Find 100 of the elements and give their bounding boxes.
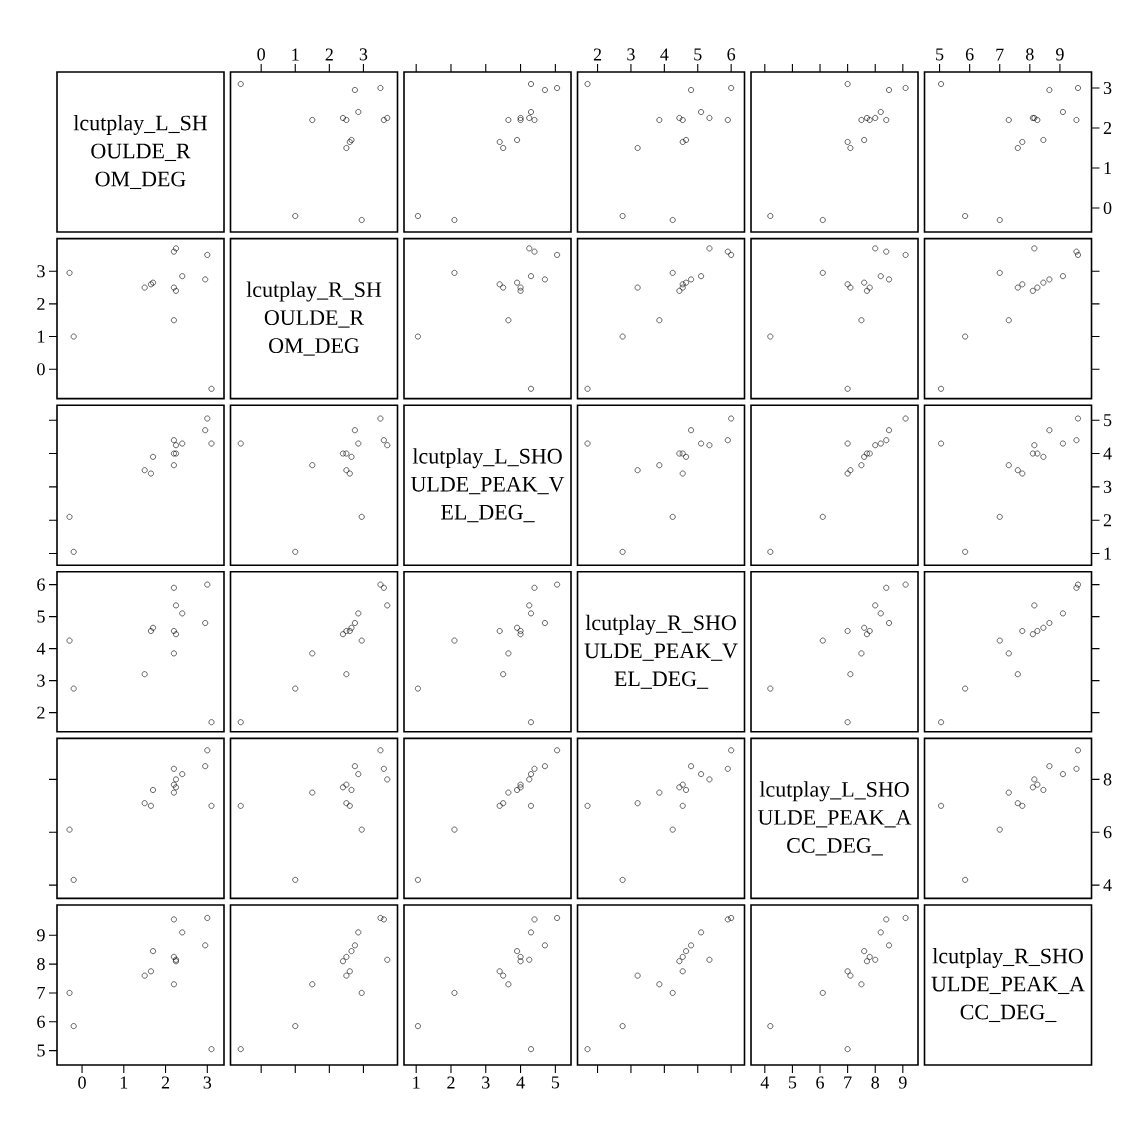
point [340, 631, 346, 638]
point [962, 548, 969, 555]
point [1031, 776, 1038, 783]
point [728, 747, 735, 754]
point [528, 610, 534, 617]
point [847, 284, 854, 291]
point [683, 948, 689, 955]
point [343, 628, 350, 634]
point [141, 671, 148, 678]
point [66, 826, 73, 833]
point [554, 915, 560, 921]
point [819, 513, 826, 520]
point [656, 317, 663, 324]
point [728, 252, 735, 258]
point [767, 685, 774, 692]
point [669, 513, 676, 520]
point [500, 800, 507, 807]
point [355, 610, 362, 617]
point [728, 85, 735, 91]
point [505, 317, 512, 324]
point [173, 287, 179, 294]
point [683, 137, 689, 143]
point [676, 115, 683, 121]
point [683, 279, 689, 286]
point [384, 776, 391, 783]
point [877, 929, 884, 936]
point [844, 281, 851, 288]
point [866, 117, 873, 123]
point [1031, 442, 1038, 449]
point [1034, 284, 1041, 291]
point [724, 437, 731, 444]
point [861, 453, 868, 460]
point [902, 85, 909, 91]
point [847, 467, 854, 474]
point [377, 747, 384, 754]
point [343, 953, 350, 960]
x-tick-label: 3 [203, 1076, 212, 1089]
point [171, 248, 177, 255]
point [526, 602, 533, 609]
point [377, 581, 384, 588]
point [634, 284, 641, 291]
point [348, 948, 355, 955]
point [886, 276, 892, 283]
point [204, 252, 211, 258]
point [656, 462, 663, 469]
point [724, 916, 731, 923]
point [208, 440, 215, 447]
point [996, 217, 1003, 223]
point [352, 427, 358, 434]
point [377, 915, 384, 921]
point [996, 637, 1003, 644]
point [346, 470, 353, 477]
x-tick-label: 6 [965, 48, 974, 61]
point [962, 213, 969, 219]
point [1060, 440, 1066, 447]
y-tick-label: 5 [37, 1044, 45, 1057]
point [70, 685, 77, 692]
point [728, 415, 735, 422]
point [679, 281, 686, 288]
point [1046, 87, 1053, 93]
x-tick-label: 4 [660, 48, 669, 61]
point [1034, 781, 1041, 788]
point [352, 763, 358, 770]
point [1019, 281, 1026, 288]
point [148, 802, 154, 809]
point [514, 137, 520, 143]
point [384, 442, 391, 449]
point [343, 671, 350, 678]
point [676, 958, 683, 965]
point [877, 440, 884, 447]
point [496, 968, 503, 975]
point [1029, 287, 1036, 294]
point [767, 213, 774, 219]
point [70, 876, 77, 883]
point [619, 333, 626, 340]
text: lcutplay_R_SHOULDE_PEAK_ACC_DEG_ [931, 947, 1085, 1023]
point [1029, 450, 1036, 457]
point [292, 213, 299, 219]
point [292, 548, 299, 555]
point [698, 929, 704, 936]
point [679, 450, 686, 457]
x-tick-label: 9 [898, 1076, 907, 1089]
text: lcutplay_L_SHOULDE_PEAK_ACC_DEG_ [757, 781, 912, 856]
point [358, 217, 365, 223]
point [886, 620, 892, 626]
point [1014, 284, 1021, 291]
point [179, 440, 186, 447]
point [173, 776, 179, 783]
point [1060, 109, 1066, 115]
point [208, 719, 215, 726]
point [656, 789, 663, 796]
point [496, 281, 503, 288]
point [171, 284, 177, 291]
point [202, 942, 209, 949]
point [526, 956, 533, 963]
x-tick-label: 6 [816, 1076, 824, 1089]
point [343, 781, 350, 788]
point [1073, 584, 1080, 591]
point [679, 117, 686, 123]
point [171, 650, 177, 657]
